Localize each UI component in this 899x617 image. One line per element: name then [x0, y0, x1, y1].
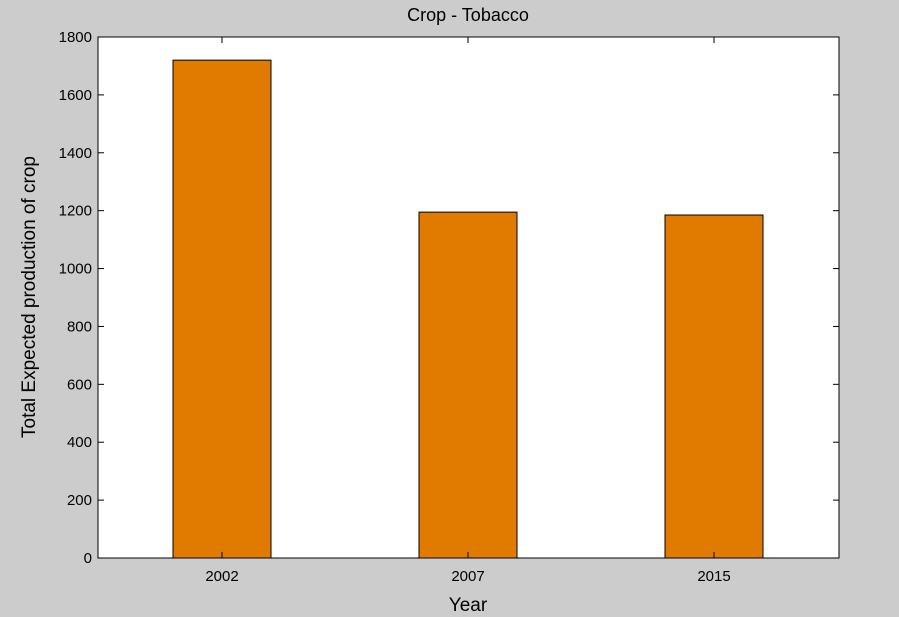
y-axis-title: Total Expected production of crop: [19, 156, 40, 438]
bar: [172, 59, 272, 559]
y-tick-label: 1600: [59, 87, 92, 104]
y-tick-label: 400: [67, 434, 92, 451]
x-tick-label: 2002: [205, 568, 238, 585]
chart-marks: 0 200 400 600 800 1000 1200 1400 1600 1800 2002 200…: [59, 29, 839, 585]
x-tick-label: 2007: [451, 568, 484, 585]
x-axis-title: Year: [449, 595, 488, 616]
y-tick-label: 1200: [59, 203, 92, 220]
y-tick-label: 1000: [59, 261, 92, 278]
bar: [664, 214, 764, 559]
y-tick-label: 200: [67, 492, 92, 509]
x-tick-label: 2015: [697, 568, 730, 585]
y-tick-label: 0: [84, 550, 92, 567]
y-tick-label: 1400: [59, 145, 92, 162]
y-tick-label: 800: [67, 318, 92, 335]
bar: [418, 211, 518, 559]
y-tick-label: 600: [67, 376, 92, 393]
y-tick-label: 1800: [59, 29, 92, 46]
chart-title: Crop - Tobacco: [407, 5, 529, 25]
